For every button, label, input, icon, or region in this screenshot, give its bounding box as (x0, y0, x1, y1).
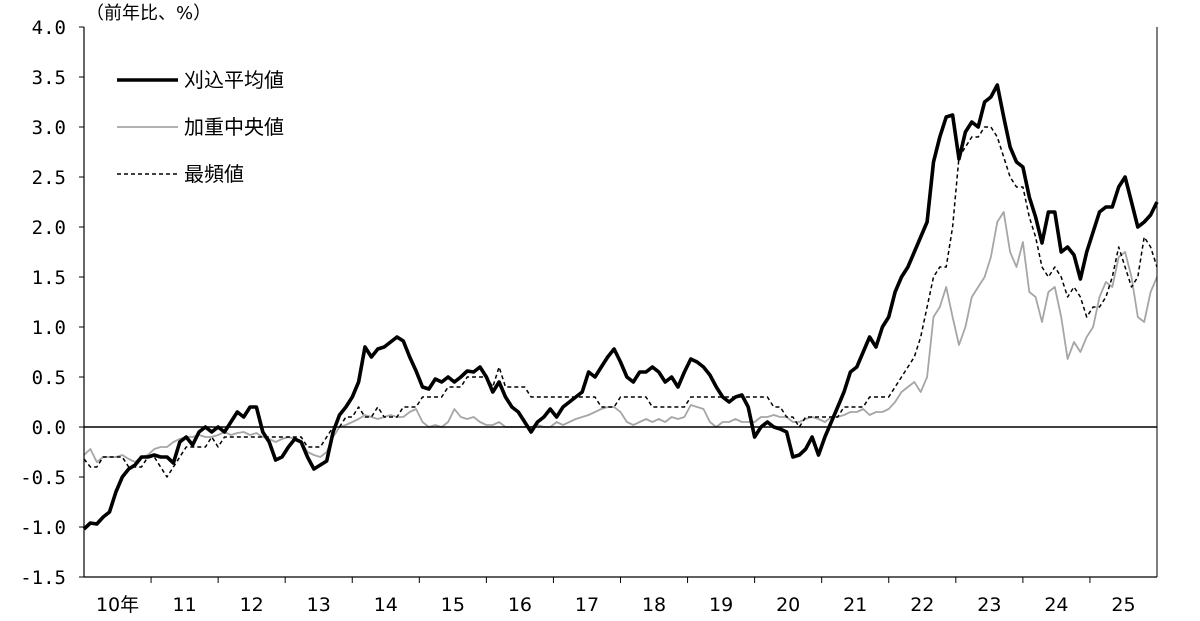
x-tick-label: 12 (240, 594, 264, 616)
legend-label-1: 加重中央値 (184, 115, 284, 139)
x-tick-label: 21 (843, 594, 867, 616)
series-line-0 (82, 83, 1159, 531)
x-tick-label: 19 (709, 594, 733, 616)
series-lines (82, 83, 1159, 531)
y-tick-label: 1.0 (32, 317, 66, 339)
y-tick-label: 2.5 (32, 167, 66, 189)
y-tick-labels: 4.0 3.5 3.0 2.5 2.0 1.5 1.0 0.5 0.0 -0.5 -1.0 -1.5 (20, 17, 66, 589)
x-tick-labels: 10年 11 12 13 14 15 16 17 18 19 20 21 22 23 24 25 (96, 594, 1136, 616)
x-tick-label: 14 (374, 594, 398, 616)
x-tick-label: 17 (575, 594, 599, 616)
x-tick-label: 10年 (96, 594, 139, 616)
axes (79, 26, 1158, 583)
x-tick-label: 22 (910, 594, 934, 616)
x-tick-label: 25 (1111, 594, 1135, 616)
x-tick-label: 20 (776, 594, 800, 616)
series-line-1 (83, 211, 1158, 463)
y-tick-label: 1.5 (32, 267, 66, 289)
legend-label-2: 最頻値 (184, 162, 244, 186)
x-tick-label: 13 (307, 594, 331, 616)
x-tick-label: 18 (642, 594, 666, 616)
x-tick-label: 23 (977, 594, 1001, 616)
x-tick-label: 16 (508, 594, 532, 616)
y-tick-label: 0.0 (32, 417, 66, 439)
x-tick-label: 24 (1044, 594, 1068, 616)
series-line-2 (83, 126, 1158, 478)
y-tick-label: 3.5 (32, 67, 66, 89)
y-tick-label: 4.0 (32, 17, 66, 39)
y-tick-label: 2.0 (32, 217, 66, 239)
x-tick-label: 15 (441, 594, 465, 616)
y-tick-label: 0.5 (32, 367, 66, 389)
y-axis-unit-label: （前年比、%） (86, 3, 211, 24)
x-tick-label: 11 (173, 594, 197, 616)
y-tick-label: 3.0 (32, 117, 66, 139)
y-tick-label: -0.5 (20, 467, 66, 489)
legend-label-0: 刈込平均値 (184, 68, 284, 92)
y-tick-label: -1.5 (20, 567, 66, 589)
y-tick-label: -1.0 (20, 517, 66, 539)
